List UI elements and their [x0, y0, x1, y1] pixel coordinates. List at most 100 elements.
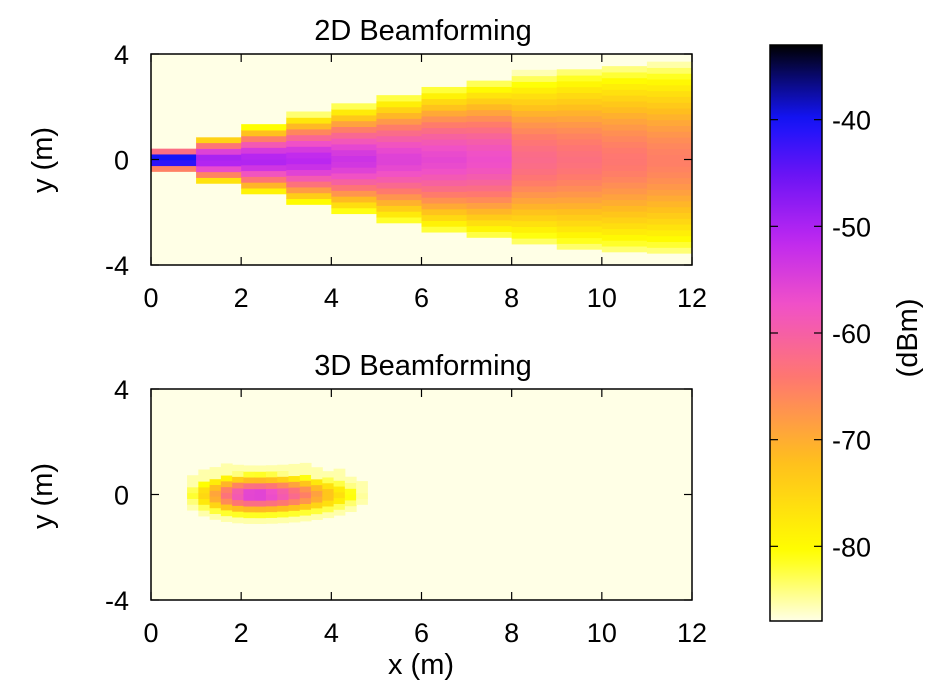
- y-axis-label-3d: y (m): [27, 463, 59, 529]
- colorbar-tick-label: -70: [832, 426, 871, 456]
- heatmap-cell: [376, 129, 422, 137]
- colorbar-tick-label: -40: [832, 106, 871, 136]
- heatmap-cell: [311, 467, 323, 474]
- heatmap-cell: [421, 133, 468, 140]
- heatmap-cell: [277, 487, 290, 495]
- heatmap-cell: [646, 154, 693, 161]
- heatmap-cell: [556, 162, 603, 169]
- x-tick-label: 10: [587, 283, 617, 313]
- heatmap-cell: [299, 474, 312, 481]
- heatmap-cell: [556, 173, 603, 181]
- heatmap-cell: [646, 241, 693, 248]
- heatmap-cell: [286, 123, 332, 130]
- heatmap-cell: [556, 75, 603, 82]
- heatmap-cell: [646, 148, 693, 155]
- heatmap-cell: [241, 176, 287, 183]
- y-tick-label: -4: [105, 586, 129, 616]
- heatmap-cell: [511, 133, 558, 140]
- heatmap-cell: [511, 226, 558, 233]
- heatmap-cell: [421, 162, 468, 169]
- heatmap-cell: [241, 158, 287, 166]
- heatmap-cell: [286, 152, 332, 159]
- heatmap-cell: [511, 98, 558, 106]
- heatmap-cell: [421, 144, 468, 152]
- heatmap-cell: [376, 164, 422, 172]
- heatmap-cell: [556, 144, 603, 152]
- heatmap-cell: [556, 208, 603, 215]
- heatmap-cell: [198, 492, 211, 500]
- heatmap-cell: [376, 205, 422, 212]
- heatmap-cell: [232, 499, 244, 506]
- heatmap-cell: [511, 191, 558, 198]
- heatmap-cell: [601, 118, 648, 125]
- heatmap-cell: [209, 490, 222, 497]
- heatmap-cell: [331, 167, 377, 174]
- heatmap-cell: [601, 153, 648, 160]
- heatmap-cell: [556, 127, 603, 134]
- heatmap-cell: [601, 164, 648, 172]
- heatmap-cell: [646, 102, 693, 109]
- heatmap-cell: [376, 95, 422, 102]
- heatmap-cell: [220, 498, 233, 505]
- heatmap-cell: [376, 182, 422, 189]
- heatmap-cell: [288, 492, 301, 500]
- heatmap-cell: [331, 120, 377, 128]
- heatmap-cell: [376, 158, 422, 166]
- heatmap-cell: [511, 174, 558, 181]
- heatmap-cell: [646, 84, 693, 92]
- heatmap-cell: [601, 141, 648, 148]
- heatmap-cell: [243, 500, 256, 507]
- heatmap-cell: [232, 516, 244, 524]
- heatmap-cell: [286, 157, 332, 165]
- heatmap-cell: [196, 136, 242, 144]
- heatmap-cell: [556, 115, 603, 123]
- heatmap-cell: [511, 168, 558, 175]
- heatmap-cell: [466, 92, 513, 99]
- heatmap-cell: [209, 501, 222, 509]
- heatmap-cell: [601, 234, 648, 241]
- y-tick-label: 4: [114, 40, 129, 70]
- x-tick-label: 0: [143, 283, 158, 313]
- heatmap-cell: [265, 511, 278, 518]
- heatmap-cell: [254, 477, 267, 484]
- heatmap-cell: [511, 180, 558, 187]
- x-tick-label: 12: [677, 283, 707, 313]
- heatmap-cell: [209, 467, 222, 474]
- heatmap-cell: [311, 502, 323, 509]
- heatmap-cell: [511, 81, 558, 88]
- heatmap-cell: [646, 119, 693, 126]
- heatmap-cell: [466, 179, 513, 186]
- heatmap-cell: [241, 141, 287, 148]
- heatmap-cell: [265, 494, 278, 501]
- heatmap-cell: [511, 93, 558, 100]
- heatmap-cell: [151, 153, 197, 161]
- heatmap-cell: [421, 86, 468, 94]
- heatmap-cell: [466, 167, 513, 174]
- heatmap-cell: [241, 147, 287, 154]
- heatmap-cell: [196, 177, 242, 184]
- heatmap-cell: [243, 488, 256, 495]
- heatmap-cell: [322, 511, 335, 519]
- heatmap-cell: [288, 481, 301, 488]
- heatmap-cell: [331, 143, 377, 151]
- heatmap-cell: [196, 165, 242, 173]
- heatmap-cell: [333, 509, 346, 516]
- heatmap-cell: [511, 162, 558, 169]
- heatmap-cell: [646, 131, 693, 138]
- heatmap-cell: [466, 208, 513, 215]
- heatmap-cell: [151, 165, 197, 172]
- heatmap-cell: [311, 490, 323, 497]
- y-tick-label: 4: [114, 375, 129, 405]
- heatmap-cell: [209, 513, 222, 520]
- heatmap-cell: [331, 184, 377, 191]
- heatmap-cell: [322, 471, 335, 478]
- heatmap-cell: [196, 131, 242, 138]
- heatmap-cell: [421, 98, 468, 105]
- heatmap-cell: [421, 168, 468, 175]
- heatmap-cell: [277, 505, 290, 512]
- heatmap-cell: [601, 83, 648, 90]
- heatmap-cell: [601, 246, 648, 253]
- heatmap-cell: [299, 503, 312, 510]
- heatmap-cell: [344, 499, 357, 507]
- heatmap-cell: [376, 112, 422, 119]
